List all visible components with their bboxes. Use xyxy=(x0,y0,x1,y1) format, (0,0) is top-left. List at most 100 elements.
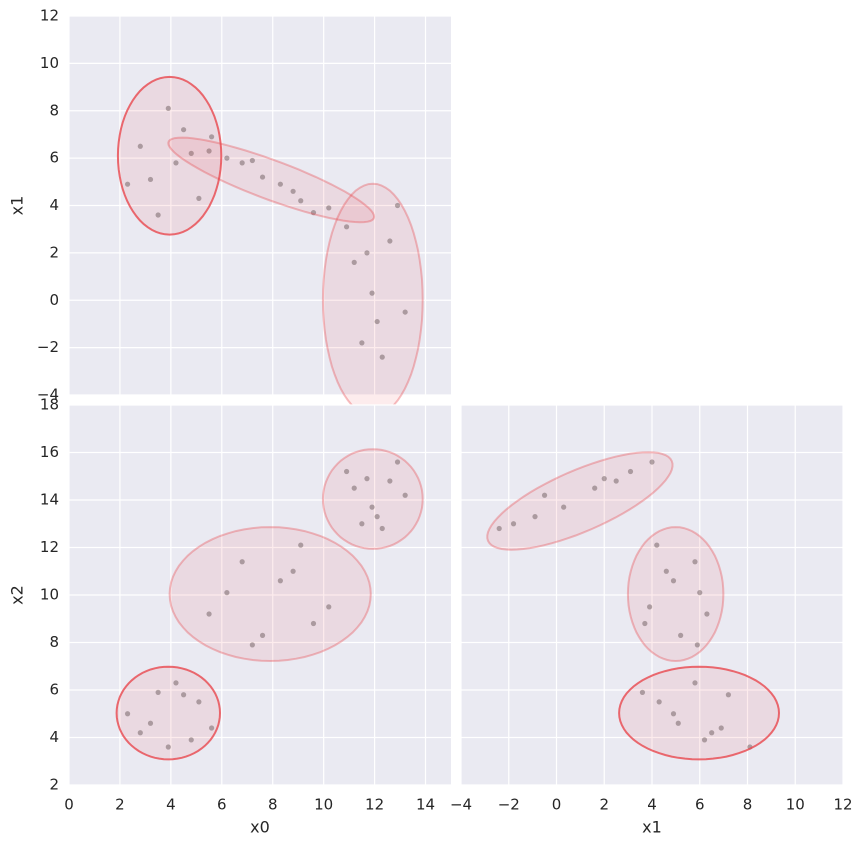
point xyxy=(310,210,317,216)
point xyxy=(124,181,131,187)
point xyxy=(351,259,357,265)
x-tick-label: 8 xyxy=(743,796,753,814)
point xyxy=(496,525,502,532)
point xyxy=(290,188,296,194)
y-axis-label: x1 xyxy=(8,196,27,216)
x-tick-label: 10 xyxy=(314,796,333,814)
point xyxy=(165,744,171,750)
point xyxy=(678,632,684,638)
point xyxy=(206,611,212,617)
y-tick-label: 14 xyxy=(40,491,59,509)
ellipse xyxy=(626,526,725,663)
point xyxy=(298,542,304,548)
point xyxy=(196,195,202,201)
point xyxy=(155,689,161,695)
point xyxy=(402,309,408,315)
x-tick-label: 6 xyxy=(217,796,227,814)
point xyxy=(196,699,202,705)
point xyxy=(613,478,619,484)
y-tick-label: 16 xyxy=(40,443,59,461)
point xyxy=(165,105,171,111)
x-tick-label: 2 xyxy=(115,796,125,814)
panel: −4 −2 0 2 4 6 8 10 12 x1 xyxy=(450,404,853,837)
point xyxy=(649,459,655,465)
y-tick-label: 6 xyxy=(49,681,59,699)
y-tick-label: 10 xyxy=(40,54,59,72)
panel: −4 −2 0 2 4 6 8 10 12 x1 xyxy=(8,7,451,417)
point xyxy=(326,604,332,610)
point xyxy=(647,604,653,610)
point xyxy=(343,224,350,230)
x-tick-label: 10 xyxy=(786,796,805,814)
point xyxy=(725,692,732,698)
ellipse xyxy=(618,665,781,761)
x-tick-label: −2 xyxy=(498,796,520,814)
point xyxy=(402,492,408,498)
point xyxy=(173,160,179,166)
point xyxy=(692,559,698,565)
point xyxy=(364,250,370,256)
point xyxy=(249,642,255,648)
point xyxy=(692,680,698,686)
point xyxy=(188,737,194,743)
point xyxy=(209,725,215,731)
point xyxy=(379,354,385,360)
y-tick-label: 12 xyxy=(40,7,59,25)
point xyxy=(181,692,187,698)
y-tick-label: −4 xyxy=(37,386,59,404)
point xyxy=(374,318,380,325)
ellipse xyxy=(115,665,222,761)
point xyxy=(561,504,567,510)
point xyxy=(701,737,708,743)
point xyxy=(290,568,296,574)
x-tick-label: 0 xyxy=(552,796,562,814)
point xyxy=(209,134,215,140)
point xyxy=(173,680,179,686)
x-tick-label: 14 xyxy=(416,796,435,814)
point xyxy=(277,181,283,187)
point xyxy=(718,725,724,731)
point xyxy=(369,290,375,296)
point xyxy=(124,711,131,717)
point xyxy=(394,202,401,209)
point xyxy=(704,611,710,617)
y-tick-label: 10 xyxy=(40,586,59,604)
point xyxy=(155,212,161,218)
point xyxy=(147,176,154,183)
point xyxy=(709,730,715,736)
y-tick-label: 8 xyxy=(49,101,59,119)
point xyxy=(541,492,548,498)
point xyxy=(239,160,245,166)
point xyxy=(627,468,634,475)
point xyxy=(259,174,266,180)
point xyxy=(697,590,703,596)
point xyxy=(310,620,317,627)
y-tick-label: 4 xyxy=(49,196,59,214)
point xyxy=(224,590,230,596)
point xyxy=(364,476,370,482)
point xyxy=(137,143,143,149)
point xyxy=(694,642,700,648)
y-axis-label: x2 xyxy=(8,585,27,605)
ellipse xyxy=(486,451,674,551)
point xyxy=(663,568,669,574)
x-tick-label: 12 xyxy=(365,796,384,814)
point xyxy=(343,468,350,475)
y-tick-label: 2 xyxy=(49,776,59,794)
point xyxy=(239,559,245,565)
point xyxy=(374,514,380,520)
x-tick-label: 8 xyxy=(268,796,278,814)
point xyxy=(387,238,393,244)
y-tick-label: 12 xyxy=(40,538,59,556)
point xyxy=(181,127,187,133)
point xyxy=(656,699,662,705)
point xyxy=(592,485,598,491)
point xyxy=(639,689,646,695)
ellipse xyxy=(167,136,376,224)
x-tick-label: 0 xyxy=(64,796,74,814)
point xyxy=(510,521,517,527)
point xyxy=(277,578,283,584)
point xyxy=(147,720,154,726)
x-tick-label: 2 xyxy=(599,796,609,814)
point xyxy=(359,340,365,346)
